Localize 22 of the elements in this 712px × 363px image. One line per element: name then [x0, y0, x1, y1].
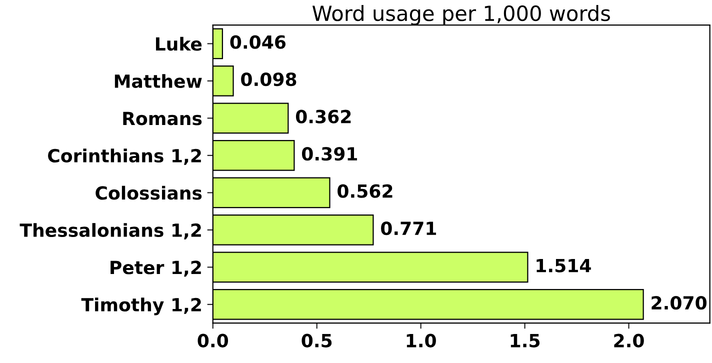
y-tick-label: Corinthians 1,2: [48, 148, 201, 165]
y-tick-label: Romans: [123, 112, 202, 126]
x-tick-label: 0.5: [302, 334, 332, 348]
x-tick-label: 1.5: [510, 334, 540, 348]
data-label: 0.046: [230, 35, 286, 49]
data-label: 1.514: [536, 259, 591, 272]
y-tick-label: Colossians: [96, 186, 202, 200]
chart-title: Word usage per 1,000 words: [312, 5, 610, 26]
data-label: 0.098: [241, 72, 296, 86]
data-label: 2.070: [652, 296, 707, 310]
data-label: 0.391: [302, 147, 358, 161]
data-label: 0.771: [381, 222, 436, 236]
x-tick-label: 1.0: [406, 334, 436, 348]
x-tick-label: 2.0: [614, 334, 644, 348]
y-tick-label: Peter 1,2: [110, 260, 201, 277]
y-tick-label: Luke: [156, 36, 202, 51]
y-tick-label: Timothy 1,2: [81, 298, 201, 316]
data-label: 0.562: [338, 184, 392, 198]
x-tick-label: 0.0: [198, 334, 228, 348]
y-tick-label: Thessalonians 1,2: [20, 223, 201, 240]
y-tick-label: Matthew: [114, 74, 202, 88]
data-label: 0.362: [296, 110, 351, 124]
